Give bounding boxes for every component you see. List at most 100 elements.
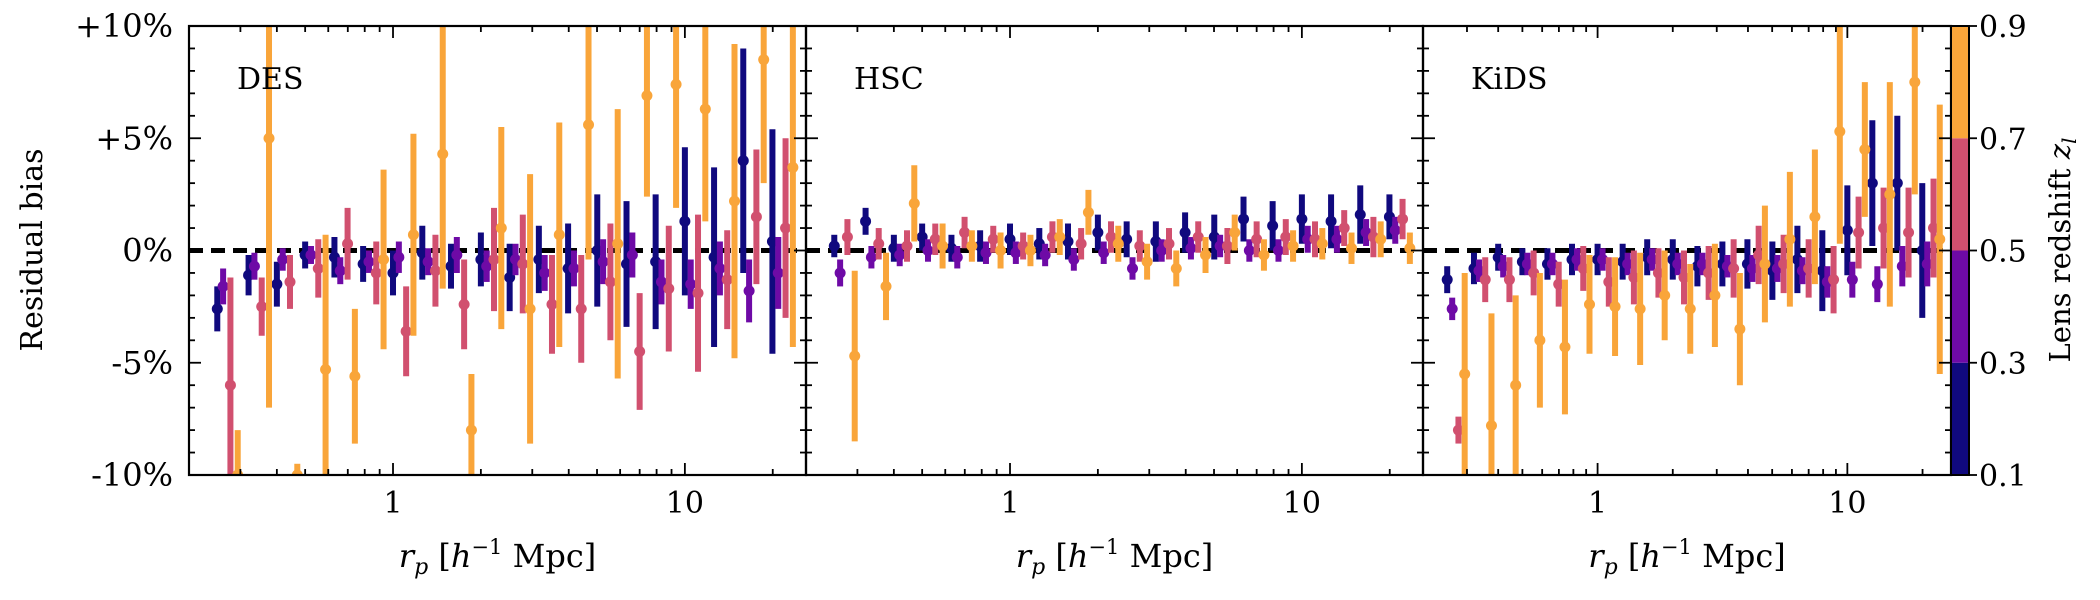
data-point xyxy=(1054,231,1066,243)
panel-hsc: 1 10 HSC rp [h−1 Mpc] xyxy=(804,24,1425,580)
data-point xyxy=(828,240,840,252)
x-tick-label: 1 xyxy=(383,486,402,521)
data-point xyxy=(1903,227,1915,239)
data-point xyxy=(860,215,872,227)
data-point xyxy=(1678,271,1690,283)
colorbar-tick-label: 0.1 xyxy=(1979,459,2027,494)
data-point xyxy=(1208,231,1220,243)
data-point xyxy=(211,303,223,315)
data-point xyxy=(1652,267,1664,279)
data-point xyxy=(575,303,587,315)
data-point xyxy=(539,267,551,279)
data-point xyxy=(1928,222,1940,234)
data-point xyxy=(894,249,906,261)
data-point xyxy=(583,119,595,131)
data-point xyxy=(1316,238,1328,250)
y-tick-label: -10% xyxy=(91,456,173,494)
data-point xyxy=(1383,211,1395,223)
data-point xyxy=(1784,233,1796,245)
data-point xyxy=(908,197,920,209)
data-point xyxy=(416,247,428,259)
data-point xyxy=(1192,231,1204,243)
data-point xyxy=(987,233,999,245)
data-layer xyxy=(189,26,806,475)
data-point xyxy=(1024,245,1036,256)
x-tick-label: 10 xyxy=(666,486,704,521)
data-point xyxy=(1354,209,1366,221)
data-point xyxy=(1251,233,1263,245)
data-point xyxy=(634,346,646,358)
data-point xyxy=(1528,267,1540,279)
data-point xyxy=(721,274,733,286)
data-point xyxy=(1082,206,1094,218)
panels: 1 10 -10% -5% 0% +5% +10% DES rp [h−1 Mpc] 1 10 HSC… xyxy=(75,7,1953,580)
data-point xyxy=(758,54,770,66)
data-point xyxy=(1062,236,1074,248)
data-point xyxy=(650,256,662,268)
colorbar-tick-label: 0.7 xyxy=(1979,122,2027,157)
data-point xyxy=(766,236,778,248)
data-point xyxy=(604,276,616,288)
data-point xyxy=(737,155,749,167)
data-point xyxy=(437,148,449,160)
data-point xyxy=(378,253,390,265)
data-point xyxy=(445,260,457,272)
data-point xyxy=(1389,224,1401,236)
data-point xyxy=(1728,262,1740,274)
data-point xyxy=(504,271,516,283)
colorbar-segment xyxy=(1951,26,1969,139)
data-point xyxy=(1921,258,1933,270)
data-point xyxy=(363,256,375,268)
panel-kids: 1 10 KiDS rp [h−1 Mpc] xyxy=(1421,24,1953,580)
data-point xyxy=(458,298,470,310)
data-point xyxy=(243,269,255,281)
data-point xyxy=(1571,253,1583,265)
data-point xyxy=(901,240,913,252)
colorbar-segment xyxy=(1951,250,1969,363)
data-point xyxy=(1473,265,1485,277)
colorbar: 0.1 0.3 0.5 0.7 0.9 xyxy=(1950,10,2027,494)
colorbar-tick-label: 0.3 xyxy=(1979,347,2027,382)
data-point xyxy=(1105,231,1117,243)
data-point xyxy=(1331,233,1343,245)
data-point xyxy=(729,195,741,207)
data-point xyxy=(305,249,317,261)
data-point xyxy=(1703,267,1715,279)
data-point xyxy=(995,245,1007,256)
data-point xyxy=(1859,143,1871,155)
data-point xyxy=(626,249,638,261)
data-point xyxy=(880,280,892,292)
data-point xyxy=(621,258,633,270)
data-point xyxy=(1200,249,1212,261)
data-point xyxy=(1272,245,1284,256)
y-tick-label: 0% xyxy=(122,232,173,270)
data-point xyxy=(1659,289,1671,301)
data-point xyxy=(1597,253,1609,265)
data-point xyxy=(966,240,978,252)
y-tick-label: +10% xyxy=(75,7,173,45)
data-point xyxy=(750,211,762,223)
data-point xyxy=(263,132,275,144)
data-point xyxy=(1039,249,1051,261)
data-point xyxy=(320,363,332,375)
data-point xyxy=(1238,213,1250,225)
y-tick-label: -5% xyxy=(111,344,173,382)
data-point xyxy=(533,253,545,265)
data-point xyxy=(959,227,971,239)
data-point xyxy=(641,90,653,102)
data-point xyxy=(708,251,720,263)
data-point xyxy=(334,265,346,277)
data-point xyxy=(873,238,885,250)
data-point xyxy=(916,231,928,243)
data-point xyxy=(663,283,675,295)
data-point xyxy=(517,258,529,270)
data-point xyxy=(1577,262,1589,274)
data-point xyxy=(400,325,412,337)
data-point xyxy=(1866,177,1878,189)
data-point xyxy=(312,262,324,274)
data-point xyxy=(1338,222,1350,234)
data-point xyxy=(1684,303,1696,315)
colorbar-tick-label: 0.9 xyxy=(1979,10,2027,45)
data-point xyxy=(387,267,399,279)
